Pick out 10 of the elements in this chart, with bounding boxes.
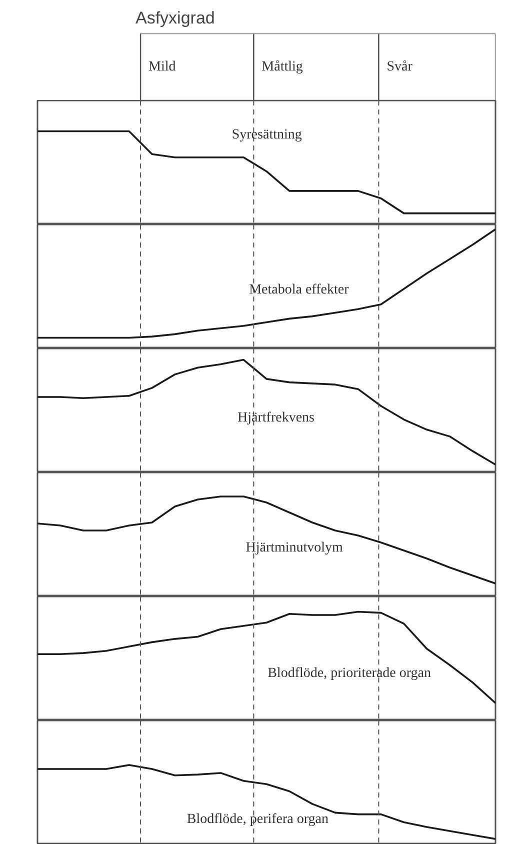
annotation: Hjärtminutvolym [246,540,344,556]
chart-title: Asfyxigrad [136,8,215,28]
text: Måttlig [262,60,303,74]
annotation: Blodflöde, prioriterade organ [268,666,432,681]
text: Mild [148,60,176,74]
annotation: Blodflöde, perifera organ [186,812,329,828]
annotation: Hjärtfrekvens [238,410,315,426]
annotation: Syresättning [232,128,302,143]
annotation: Metabola effekter [249,282,350,298]
text: Svår [386,60,413,74]
